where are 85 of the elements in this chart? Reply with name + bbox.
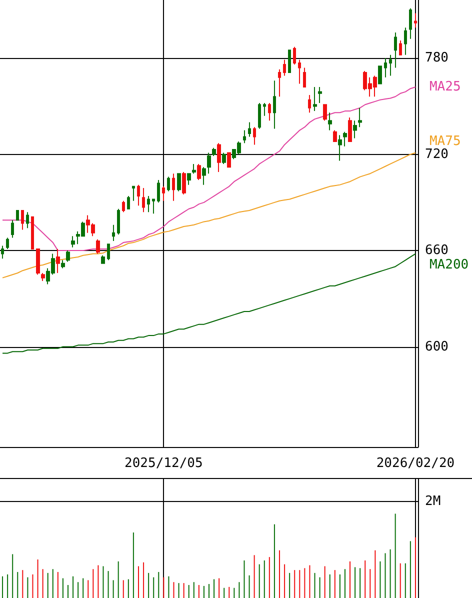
y-tick-label: 2M bbox=[425, 494, 441, 510]
candlestick bbox=[16, 210, 19, 221]
candlestick bbox=[283, 59, 286, 76]
candlestick bbox=[172, 173, 175, 202]
candlestick bbox=[308, 94, 311, 114]
candlestick bbox=[122, 200, 125, 213]
candlestick bbox=[112, 224, 115, 242]
candlestick bbox=[288, 50, 291, 74]
x-tick-label: 2025/12/05 bbox=[124, 456, 203, 471]
candlestick bbox=[253, 126, 256, 146]
candlestick bbox=[243, 130, 246, 144]
y-tick-label: 720 bbox=[425, 146, 448, 162]
candlestick bbox=[132, 186, 135, 202]
candlestick bbox=[197, 163, 201, 181]
candlestick bbox=[222, 152, 226, 164]
candlestick bbox=[56, 248, 60, 274]
series-label: MA75 bbox=[429, 134, 461, 150]
candlestick bbox=[96, 238, 100, 254]
line-series bbox=[2, 253, 416, 354]
y-tick-label: 660 bbox=[425, 243, 448, 258]
candlestick bbox=[268, 102, 271, 122]
candlestick bbox=[177, 173, 181, 192]
candlestick bbox=[152, 198, 155, 214]
candlestick bbox=[303, 67, 306, 88]
candlestick bbox=[212, 147, 216, 156]
candlestick bbox=[167, 176, 170, 192]
candlestick bbox=[202, 166, 206, 186]
candlestick bbox=[343, 131, 347, 147]
candlestick bbox=[258, 102, 261, 130]
candlestick bbox=[157, 180, 160, 203]
candlestick bbox=[378, 66, 382, 84]
candlestick bbox=[26, 212, 29, 229]
candlestick bbox=[348, 116, 352, 142]
candlestick bbox=[394, 32, 397, 68]
x-tick-label: 2026/02/20 bbox=[376, 456, 455, 471]
candlestick bbox=[227, 152, 231, 168]
candlestick bbox=[338, 134, 342, 162]
candlestick bbox=[107, 244, 110, 261]
candlestick bbox=[162, 186, 165, 202]
candlestick bbox=[61, 260, 65, 269]
candlestick bbox=[248, 122, 251, 138]
candlestick bbox=[21, 210, 24, 230]
candlestick bbox=[137, 184, 140, 206]
series-label: MA200 bbox=[429, 257, 469, 272]
candlestick bbox=[389, 54, 392, 76]
y-tick-label: 600 bbox=[425, 339, 448, 354]
candlestick bbox=[117, 208, 120, 236]
candlestick bbox=[323, 104, 327, 122]
candlestick bbox=[328, 112, 332, 131]
candlestick bbox=[1, 245, 4, 260]
candlestick bbox=[278, 68, 281, 98]
candlestick bbox=[414, 12, 417, 28]
candlestick bbox=[217, 142, 221, 172]
candlestick bbox=[409, 8, 412, 40]
line-series bbox=[2, 86, 416, 252]
candlestick bbox=[147, 196, 150, 213]
candlestick bbox=[273, 80, 276, 130]
candlestick bbox=[36, 248, 40, 276]
candlestick bbox=[142, 188, 145, 213]
candlestick bbox=[127, 196, 130, 210]
candlestick bbox=[313, 86, 317, 112]
candlestick bbox=[353, 120, 357, 139]
candlestick bbox=[41, 272, 45, 282]
candlestick bbox=[11, 220, 14, 238]
candlestick bbox=[71, 236, 75, 248]
candlestick bbox=[31, 216, 34, 250]
candlestick bbox=[318, 86, 322, 104]
candlestick bbox=[298, 59, 301, 84]
candlestick bbox=[263, 102, 266, 116]
candlestick bbox=[6, 237, 9, 250]
candlestick bbox=[293, 46, 296, 66]
y-tick-label: 780 bbox=[425, 50, 448, 66]
series-label: MA25 bbox=[429, 79, 461, 94]
candlestick bbox=[399, 40, 402, 56]
candlestick bbox=[333, 130, 337, 142]
candlestick bbox=[187, 173, 191, 186]
candlestick bbox=[66, 250, 70, 262]
candlestick bbox=[182, 171, 186, 195]
candlestick bbox=[192, 163, 196, 174]
line-series bbox=[2, 152, 416, 278]
candlestick bbox=[207, 152, 211, 174]
candlestick bbox=[404, 27, 407, 56]
candlestick bbox=[101, 254, 105, 264]
candlestick bbox=[384, 58, 387, 78]
candlestick bbox=[358, 107, 362, 128]
